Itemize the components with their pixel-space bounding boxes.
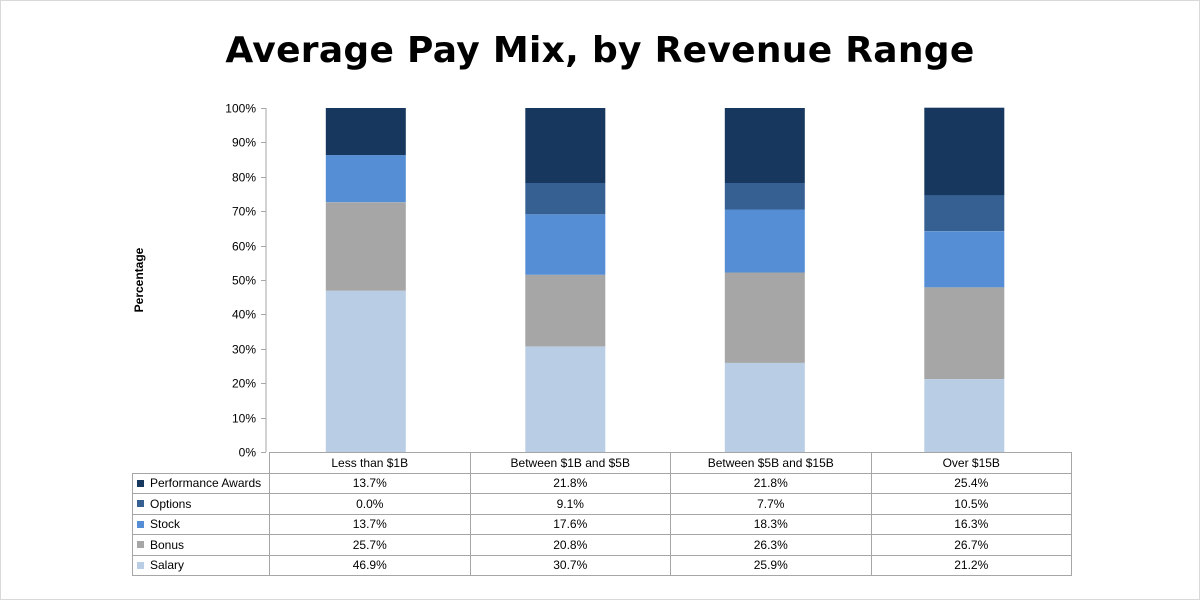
y-tick-label: 80% <box>232 171 256 185</box>
table-cell: 16.3% <box>870 513 1072 535</box>
bar-segment <box>724 183 805 210</box>
y-tick-label: 20% <box>232 377 256 391</box>
category-label: Between $1B and $5B <box>469 452 671 474</box>
table-header-row: Less than $1B Between $1B and $5B Betwee… <box>132 452 1072 474</box>
bar-segment <box>325 290 406 452</box>
table-cell: 0.0% <box>269 493 471 515</box>
y-tick-label: 50% <box>232 274 256 288</box>
bar-segment <box>525 274 606 347</box>
bar-segment <box>525 214 606 275</box>
bar-segment <box>924 195 1005 232</box>
bar-segment <box>924 107 1005 196</box>
bar-segment <box>325 202 406 291</box>
table-cell: 26.3% <box>670 534 872 556</box>
table-corner <box>132 452 270 474</box>
table-cell: 13.7% <box>269 513 471 535</box>
bar-segment <box>924 287 1005 379</box>
table-row: Options 0.0% 9.1% 7.7% 10.5% <box>132 493 1072 515</box>
table-cell: 7.7% <box>670 493 872 515</box>
table-row: Stock 13.7% 17.6% 18.3% 16.3% <box>132 513 1072 535</box>
data-table: Less than $1B Between $1B and $5B Betwee… <box>132 452 1072 576</box>
series-label: Salary <box>132 554 270 576</box>
category-label: Less than $1B <box>269 452 471 474</box>
table-cell: 13.7% <box>269 472 471 494</box>
table-cell: 17.6% <box>469 513 671 535</box>
bar-segment <box>724 108 805 183</box>
y-tick-label: 40% <box>232 308 256 322</box>
table-cell: 25.9% <box>670 554 872 576</box>
table-cell: 21.2% <box>870 554 1072 576</box>
bar-segment <box>325 108 406 156</box>
y-tick-label: 90% <box>232 136 256 150</box>
bar-segment <box>724 272 805 363</box>
table-cell: 18.3% <box>670 513 872 535</box>
table-cell: 46.9% <box>269 554 471 576</box>
category-label: Over $15B <box>870 452 1072 474</box>
y-tick-label: 100% <box>225 102 256 116</box>
chart-title: Average Pay Mix, by Revenue Range <box>225 30 975 71</box>
legend-key-icon <box>137 479 144 487</box>
table-cell: 25.4% <box>870 472 1072 494</box>
bar-segment <box>525 108 606 183</box>
bar-segment <box>724 362 805 452</box>
bar-segment <box>525 183 606 215</box>
series-label: Bonus <box>132 534 270 556</box>
legend-key-icon <box>137 520 144 528</box>
legend-key-icon <box>137 561 144 569</box>
y-tick-label: 70% <box>232 205 256 219</box>
table-cell: 20.8% <box>469 534 671 556</box>
table-cell: 25.7% <box>269 534 471 556</box>
bar-segment <box>924 379 1005 452</box>
series-label: Options <box>132 493 270 515</box>
table-row: Bonus 25.7% 20.8% 26.3% 26.7% <box>132 534 1072 556</box>
table-cell: 21.8% <box>670 472 872 494</box>
legend-key-icon <box>137 541 144 549</box>
category-label: Between $5B and $15B <box>670 452 872 474</box>
table-cell: 21.8% <box>469 472 671 494</box>
y-tick-label: 10% <box>232 412 256 426</box>
y-tick-label: 60% <box>232 240 256 254</box>
table-cell: 30.7% <box>469 554 671 576</box>
table-cell: 9.1% <box>469 493 671 515</box>
legend-key-icon <box>137 500 144 508</box>
y-tick-label: 30% <box>232 343 256 357</box>
table-row: Performance Awards 13.7% 21.8% 21.8% 25.… <box>132 472 1072 494</box>
table-cell: 10.5% <box>870 493 1072 515</box>
bar-segment <box>924 231 1005 288</box>
bar-segment <box>525 346 606 452</box>
series-label: Performance Awards <box>132 472 270 494</box>
table-cell: 26.7% <box>870 534 1072 556</box>
series-label: Stock <box>132 513 270 535</box>
bar-segment <box>724 209 805 273</box>
table-row: Salary 46.9% 30.7% 25.9% 21.2% <box>132 554 1072 576</box>
bar-segment <box>325 155 406 203</box>
